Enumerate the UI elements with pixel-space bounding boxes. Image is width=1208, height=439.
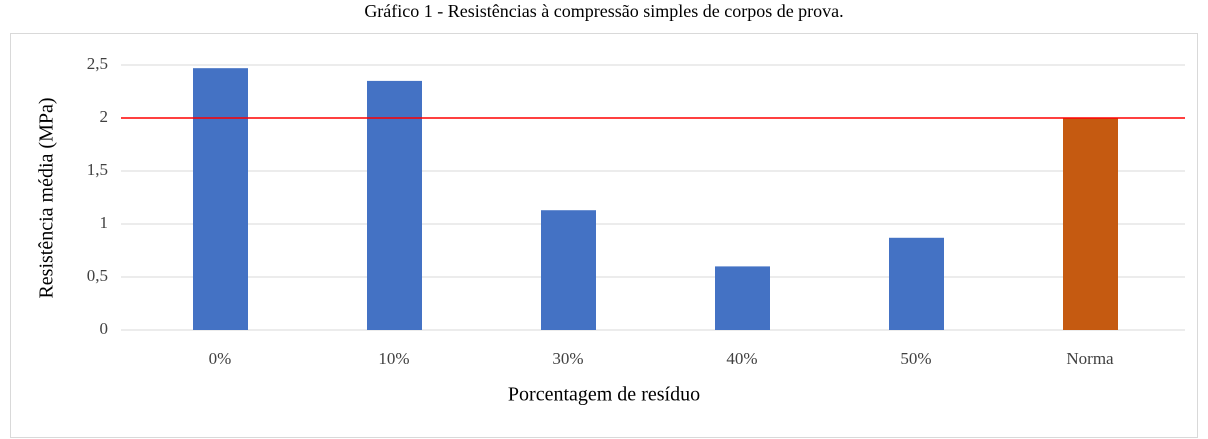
y-tick-label: 0,5 — [87, 266, 108, 285]
bar — [367, 80, 422, 331]
bar — [541, 210, 596, 330]
bar — [715, 266, 770, 330]
x-tick-label: 50% — [900, 349, 931, 368]
y-tick-label: 0 — [100, 319, 109, 338]
chart-title: Gráfico 1 - Resistências à compressão si… — [364, 1, 843, 21]
bar — [1063, 118, 1118, 330]
x-tick-label: 40% — [726, 349, 757, 368]
y-tick-label: 2 — [100, 107, 109, 126]
y-tick-label: 2,5 — [87, 54, 108, 73]
x-tick-label: 30% — [552, 349, 583, 368]
x-tick-label: Norma — [1066, 349, 1114, 368]
x-tick-label: 0% — [209, 349, 232, 368]
y-axis-title: Resistência média (MPa) — [36, 97, 58, 298]
y-tick-label: 1,5 — [87, 160, 108, 179]
bar — [889, 237, 944, 330]
chart-frame — [10, 33, 1198, 438]
y-tick-label: 1 — [100, 213, 109, 232]
x-axis-title: Porcentagem de resíduo — [508, 384, 700, 406]
bar — [193, 68, 248, 331]
x-tick-label: 10% — [378, 349, 409, 368]
